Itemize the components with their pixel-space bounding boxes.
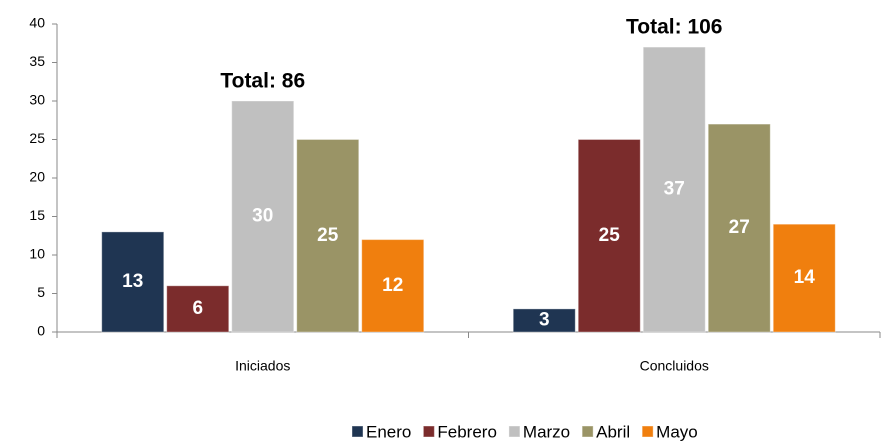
legend-label: Enero [366,422,411,441]
value-label: 37 [664,179,685,200]
legend-label: Febrero [437,422,497,441]
y-tick-label: 25 [29,130,45,146]
y-tick-label: 35 [29,53,45,69]
bar [166,285,230,333]
bar [577,139,641,333]
y-tick-label: 0 [37,323,45,339]
value-label: 14 [794,267,816,288]
legend-swatch [422,425,435,438]
y-tick-label: 15 [29,207,45,223]
y-tick-label: 40 [29,15,45,31]
legend-swatch [508,425,521,438]
bar [231,100,295,333]
value-label: 6 [192,298,203,319]
y-tick-label: 10 [29,246,45,262]
value-label: 3 [539,309,550,330]
bar [296,139,360,333]
value-label: 12 [382,275,403,296]
value-label: 30 [252,206,273,227]
bar [707,123,771,333]
bar [361,239,425,333]
legend-label: Marzo [523,422,570,441]
total-annotation: Total: 86 [220,70,305,93]
bar [772,223,836,333]
bar [512,308,576,333]
x-tick-label: Concluidos [640,358,709,374]
value-label: 27 [729,217,750,238]
y-tick-label: 20 [29,169,45,185]
legend-label: Abril [596,422,630,441]
legend-swatch [351,425,364,438]
value-label: 13 [122,271,143,292]
legend-swatch [581,425,594,438]
total-annotation: Total: 106 [626,16,722,39]
bar [101,231,165,333]
bar [642,46,706,333]
y-tick-label: 5 [37,284,45,300]
value-label: 25 [599,225,621,246]
value-label: 25 [317,225,339,246]
y-tick-label: 30 [29,92,45,108]
legend-label: Mayo [656,422,698,441]
legend-swatch [641,425,654,438]
x-tick-label: Iniciados [235,358,290,374]
